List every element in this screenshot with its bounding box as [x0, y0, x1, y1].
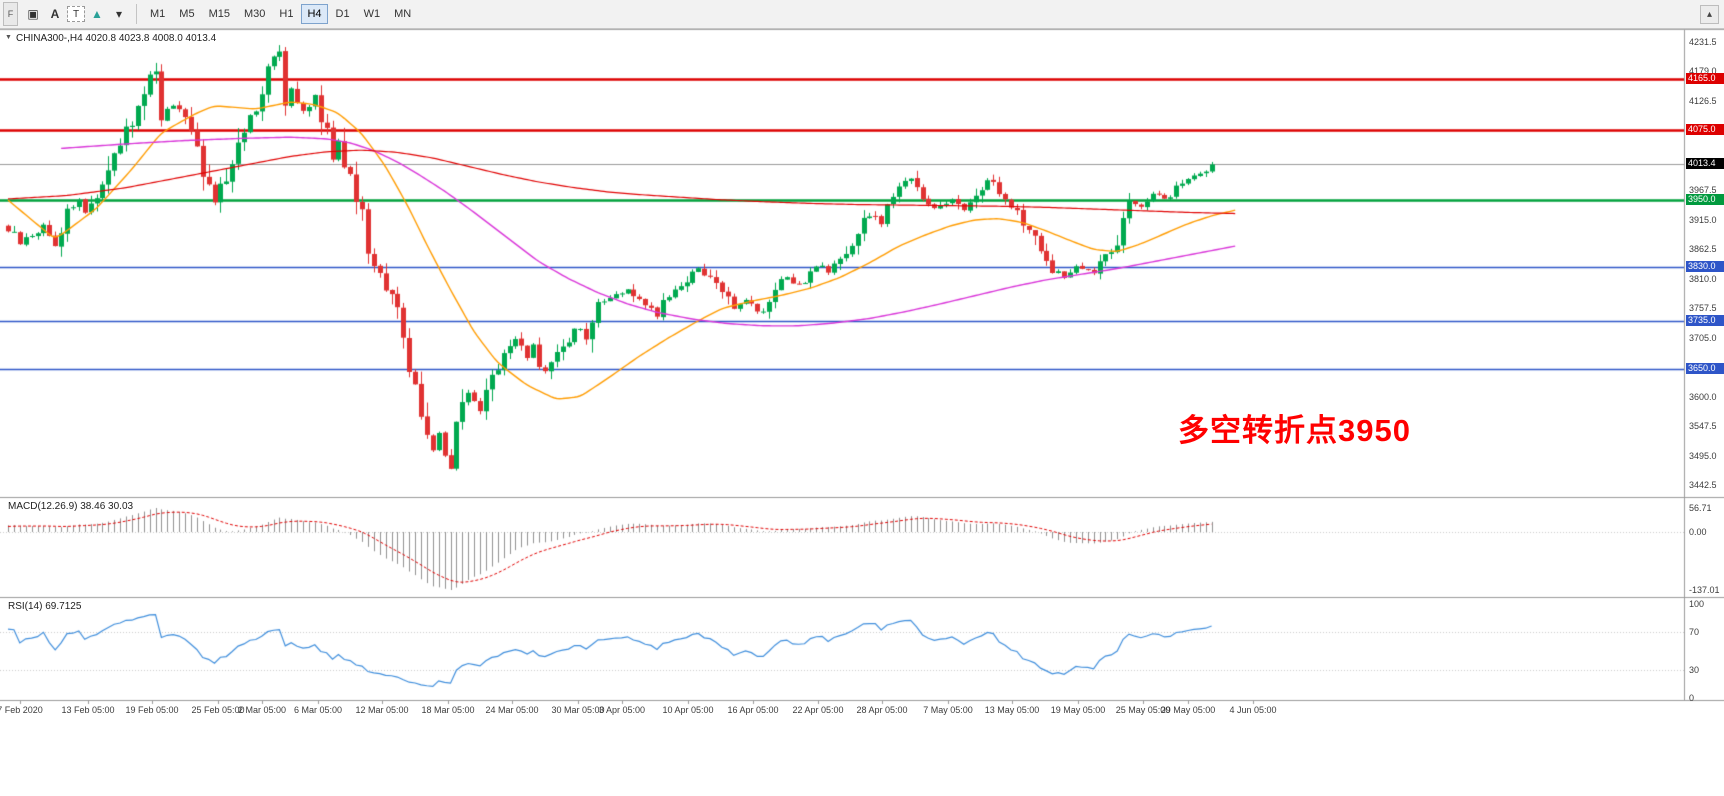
shapes-dropdown-icon[interactable]: ▾ — [115, 7, 123, 21]
timeframe-button-M1[interactable]: M1 — [150, 8, 166, 20]
timeframe-button-M5[interactable]: M5 — [179, 8, 195, 20]
chart-title: CHINA300-,H4 4020.8 4023.8 4008.0 4013.4 — [16, 33, 217, 44]
chart-text-annotation[interactable]: 多空转折点3950 — [1178, 413, 1411, 448]
timeframe-button-M15[interactable]: M15 — [208, 8, 230, 20]
timeframe-button-M30[interactable]: M30 — [243, 8, 266, 20]
timeframe-button-H1[interactable]: H1 — [279, 8, 294, 20]
timeframe-button-H4[interactable]: H4 — [301, 4, 328, 24]
text-tool-icon[interactable]: T — [67, 6, 85, 22]
drawing-tools-group: ▣ A T ▲ ▾ — [22, 5, 130, 23]
rsi-indicator-label: RSI(14) 69.7125 — [8, 601, 82, 612]
chart-window-icon[interactable]: ▣ — [27, 7, 39, 21]
cursor-tool-icon[interactable]: A — [50, 7, 60, 21]
toolbar-separator — [136, 4, 137, 24]
macd-indicator-label: MACD(12.26.9) 38.46 30.03 — [8, 501, 134, 512]
timeframe-button-W1[interactable]: W1 — [363, 8, 381, 20]
one-click-trading-icon[interactable]: ▼ — [5, 34, 12, 41]
dock-tab-f[interactable]: F — [3, 2, 18, 26]
toolbar: F ▣ A T ▲ ▾ M1 M5 M15 M30 H1 H4 D1 W1 MN ▴ — [0, 0, 1724, 29]
shapes-tool-icon[interactable]: ▲ — [91, 7, 103, 21]
timeframe-buttons-group: M1 M5 M15 M30 H1 H4 D1 W1 MN — [143, 4, 418, 24]
timeframe-button-MN[interactable]: MN — [394, 8, 412, 20]
panel-collapse-icon[interactable]: ▴ — [1700, 5, 1719, 24]
timeframe-button-D1[interactable]: D1 — [335, 8, 350, 20]
